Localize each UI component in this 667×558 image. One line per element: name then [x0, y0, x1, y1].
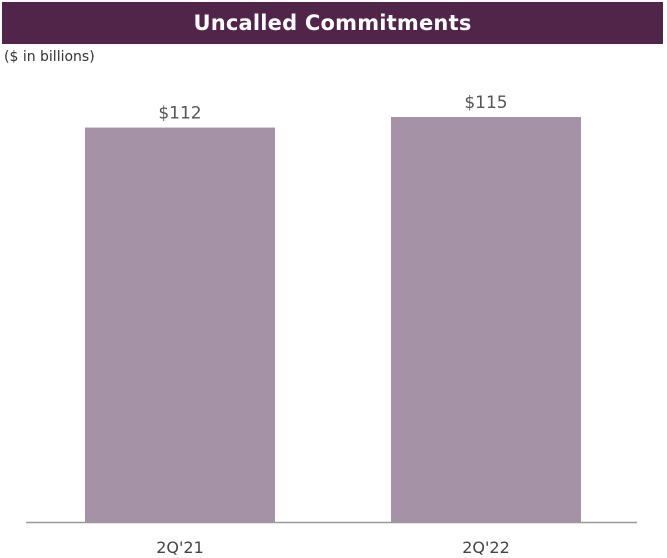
bar-value-label-1: $115 [464, 93, 507, 113]
bar-value-label-0: $112 [158, 104, 201, 124]
chart-subtitle: ($ in billions) [4, 49, 95, 65]
bar-0 [85, 127, 275, 522]
chart-title: Uncalled Commitments [2, 2, 663, 44]
x-tick-label-1: 2Q'22 [462, 538, 510, 557]
x-tick-label-0: 2Q'21 [156, 538, 204, 557]
bar-1 [391, 117, 581, 522]
